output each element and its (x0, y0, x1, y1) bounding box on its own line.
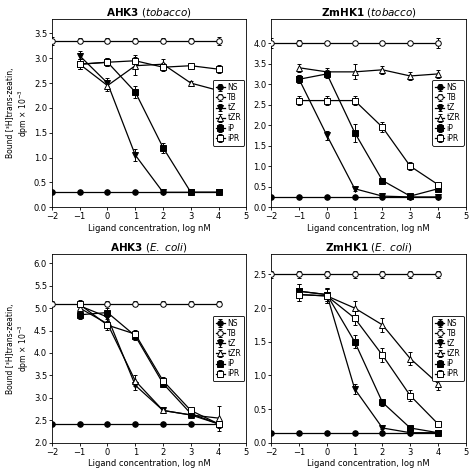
X-axis label: Ligand concentration, log nM: Ligand concentration, log nM (307, 224, 430, 233)
Title: $\mathbf{ZmHK1}$ ($\mathit{tobacco}$): $\mathbf{ZmHK1}$ ($\mathit{tobacco}$) (320, 6, 417, 18)
Legend: NS, TB, tZ, tZR, iP, iPR: NS, TB, tZ, tZR, iP, iPR (213, 80, 244, 146)
Legend: NS, TB, tZ, tZR, iP, iPR: NS, TB, tZ, tZR, iP, iPR (432, 316, 464, 382)
Y-axis label: Bound [³H]trans-zeatin,
dpm × 10$^{-3}$: Bound [³H]trans-zeatin, dpm × 10$^{-3}$ (6, 303, 31, 394)
X-axis label: Ligand concentration, log nM: Ligand concentration, log nM (88, 459, 210, 468)
Y-axis label: Bound [³H]trans-zeatin,
dpm × 10$^{-3}$: Bound [³H]trans-zeatin, dpm × 10$^{-3}$ (6, 68, 31, 158)
X-axis label: Ligand concentration, log nM: Ligand concentration, log nM (88, 224, 210, 233)
X-axis label: Ligand concentration, log nM: Ligand concentration, log nM (307, 459, 430, 468)
Legend: NS, TB, tZ, tZR, iP, iPR: NS, TB, tZ, tZR, iP, iPR (432, 80, 464, 146)
Legend: NS, TB, tZ, tZR, iP, iPR: NS, TB, tZ, tZR, iP, iPR (213, 316, 244, 382)
Title: $\mathbf{ZmHK1}$ ($\mathit{E.\ coli}$): $\mathbf{ZmHK1}$ ($\mathit{E.\ coli}$) (325, 241, 412, 254)
Title: $\mathbf{AHK3}$ ($\mathit{E.\ coli}$): $\mathbf{AHK3}$ ($\mathit{E.\ coli}$) (110, 241, 188, 254)
Title: $\mathbf{AHK3}$ ($\mathit{tobacco}$): $\mathbf{AHK3}$ ($\mathit{tobacco}$) (106, 6, 192, 18)
